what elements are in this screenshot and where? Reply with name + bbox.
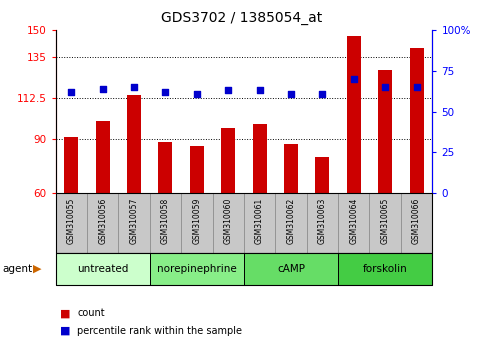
Bar	[275, 193, 307, 253]
Point	[319, 91, 327, 96]
Text: GSM310055: GSM310055	[67, 198, 76, 244]
Bar	[96, 121, 110, 193]
Text: GSM310065: GSM310065	[381, 198, 390, 244]
Text: GDS3702 / 1385054_at: GDS3702 / 1385054_at	[161, 11, 322, 25]
Bar	[56, 253, 150, 285]
Bar	[181, 193, 213, 253]
Bar	[127, 95, 141, 193]
Text: GSM310066: GSM310066	[412, 198, 421, 244]
Bar	[338, 193, 369, 253]
Point	[130, 84, 138, 90]
Point	[161, 89, 170, 95]
Bar	[307, 193, 338, 253]
Bar	[213, 193, 244, 253]
Point	[412, 84, 420, 90]
Text: cAMP: cAMP	[277, 264, 305, 274]
Point	[382, 84, 389, 90]
Bar	[369, 193, 401, 253]
Bar	[401, 193, 432, 253]
Text: GSM310060: GSM310060	[224, 198, 233, 244]
Text: forskolin: forskolin	[363, 264, 408, 274]
Bar	[150, 253, 244, 285]
Text: GSM310058: GSM310058	[161, 198, 170, 244]
Bar	[56, 193, 87, 253]
Text: norepinephrine: norepinephrine	[157, 264, 237, 274]
Bar	[64, 137, 78, 193]
Text: agent: agent	[2, 264, 32, 274]
Bar	[410, 48, 424, 193]
Bar	[284, 144, 298, 193]
Text: GSM310064: GSM310064	[349, 198, 358, 244]
Text: GSM310059: GSM310059	[192, 198, 201, 244]
Bar	[347, 35, 361, 193]
Point	[68, 89, 75, 95]
Point	[99, 86, 107, 92]
Bar	[378, 70, 392, 193]
Bar	[244, 193, 275, 253]
Text: untreated: untreated	[77, 264, 128, 274]
Point	[224, 87, 232, 93]
Bar	[118, 193, 150, 253]
Text: percentile rank within the sample: percentile rank within the sample	[77, 326, 242, 336]
Text: GSM310056: GSM310056	[98, 198, 107, 244]
Text: GSM310063: GSM310063	[318, 198, 327, 244]
Bar	[338, 253, 432, 285]
Bar	[158, 142, 172, 193]
Bar	[150, 193, 181, 253]
Text: GSM310062: GSM310062	[286, 198, 296, 244]
Bar	[190, 146, 204, 193]
Point	[350, 76, 357, 82]
Point	[256, 87, 264, 93]
Text: GSM310061: GSM310061	[255, 198, 264, 244]
Text: count: count	[77, 308, 105, 318]
Bar	[87, 193, 118, 253]
Text: ▶: ▶	[33, 264, 42, 274]
Bar	[253, 124, 267, 193]
Bar	[315, 157, 329, 193]
Point	[287, 91, 295, 96]
Text: ■: ■	[60, 308, 71, 318]
Text: ■: ■	[60, 326, 71, 336]
Bar	[244, 253, 338, 285]
Point	[193, 91, 201, 96]
Bar	[221, 128, 235, 193]
Text: GSM310057: GSM310057	[129, 198, 139, 244]
